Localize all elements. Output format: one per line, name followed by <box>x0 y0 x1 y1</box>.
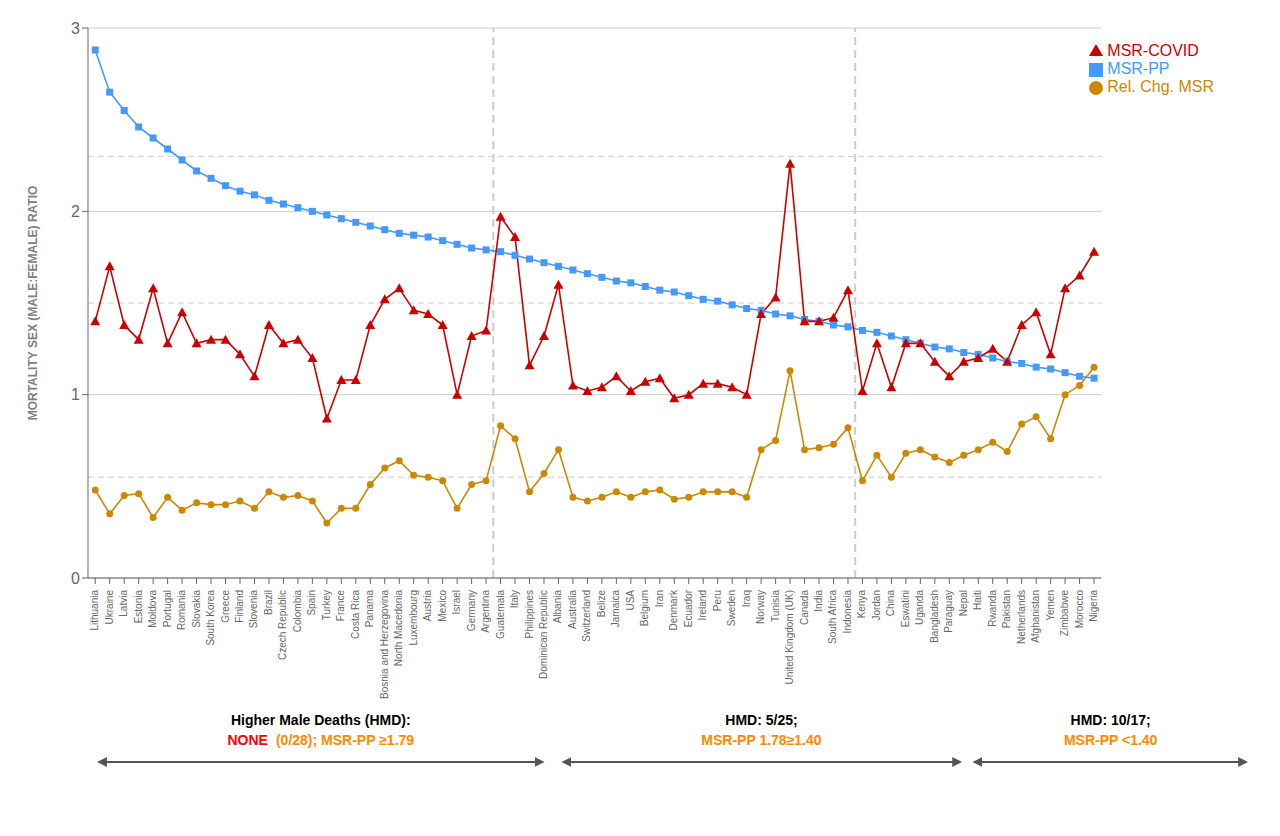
svg-text:Luxembourg: Luxembourg <box>408 590 419 646</box>
svg-text:Moldova: Moldova <box>147 590 158 628</box>
svg-text:North Macedonia: North Macedonia <box>393 590 404 667</box>
svg-text:Czech Republic: Czech Republic <box>277 590 288 660</box>
svg-text:Tunisia: Tunisia <box>770 590 781 622</box>
svg-text:Jordan: Jordan <box>871 590 882 621</box>
svg-text:Romania: Romania <box>176 590 187 630</box>
svg-text:Panama: Panama <box>364 590 375 628</box>
svg-text:Rwanda: Rwanda <box>987 590 998 627</box>
html-text:Rel. Chg. MSR: Rel. Chg. MSR <box>1107 78 1214 95</box>
svg-text:Germany: Germany <box>466 590 477 631</box>
svg-text:Denmark: Denmark <box>668 589 679 631</box>
svg-text:3: 3 <box>71 20 80 37</box>
svg-text:USA: USA <box>625 590 636 611</box>
svg-text:United Kingdom (UK): United Kingdom (UK) <box>784 590 795 684</box>
svg-text:2: 2 <box>71 203 80 220</box>
html-text:MSR-PP: MSR-PP <box>1107 60 1170 77</box>
svg-text:Costa Rica: Costa Rica <box>350 590 361 639</box>
svg-text:Brazil: Brazil <box>263 590 274 615</box>
svg-text:Norway: Norway <box>755 590 766 624</box>
svg-text:Estonia: Estonia <box>133 590 144 624</box>
svg-text:Zimbabwe: Zimbabwe <box>1059 590 1070 637</box>
svg-text:France: France <box>335 590 346 622</box>
svg-text:Philippines: Philippines <box>524 590 535 638</box>
svg-text:Austria: Austria <box>422 590 433 622</box>
svg-text:Kenya: Kenya <box>856 590 867 619</box>
svg-text:Dominican Republic: Dominican Republic <box>538 590 549 679</box>
svg-text:Turkey: Turkey <box>321 590 332 620</box>
svg-text:Ireland: Ireland <box>697 590 708 621</box>
svg-text:Haiti: Haiti <box>972 590 983 610</box>
html-text:MSR-PP 1.78≥1.40: MSR-PP 1.78≥1.40 <box>701 732 822 748</box>
svg-text:South Africa: South Africa <box>827 590 838 644</box>
svg-text:Italy: Italy <box>509 590 520 608</box>
svg-text:Paraguay: Paraguay <box>943 590 954 633</box>
svg-text:Iran: Iran <box>654 590 665 607</box>
html-text:Higher Male Deaths (HMD):: Higher Male Deaths (HMD): <box>231 712 411 728</box>
svg-text:Yemen: Yemen <box>1045 590 1056 621</box>
svg-text:Pakistan: Pakistan <box>1001 590 1012 628</box>
html-text:(0/28); MSR-PP ≥1.79: (0/28); MSR-PP ≥1.79 <box>276 732 415 748</box>
html-text:HMD: 5/25;: HMD: 5/25; <box>725 712 798 728</box>
svg-text:Albania: Albania <box>552 590 563 624</box>
svg-text:Portugal: Portugal <box>162 590 173 627</box>
svg-text:Jamaica: Jamaica <box>610 590 621 628</box>
svg-text:Israel: Israel <box>451 590 462 614</box>
svg-text:Slovakia: Slovakia <box>191 590 202 628</box>
svg-text:Ukraine: Ukraine <box>104 590 115 625</box>
svg-text:Eswatini: Eswatini <box>900 590 911 627</box>
svg-text:Peru: Peru <box>712 590 723 611</box>
svg-text:Switzerland: Switzerland <box>581 590 592 642</box>
svg-text:MORTALITY SEX (MALE:FEMALE) RA: MORTALITY SEX (MALE:FEMALE) RATIO <box>26 186 40 421</box>
svg-text:India: India <box>813 590 824 612</box>
svg-text:Spain: Spain <box>306 590 317 616</box>
svg-text:Argentina: Argentina <box>480 590 491 633</box>
svg-text:Sweden: Sweden <box>726 590 737 626</box>
svg-text:South Korea: South Korea <box>205 590 216 646</box>
svg-text:Canada: Canada <box>799 590 810 625</box>
svg-text:Australia: Australia <box>567 590 578 629</box>
svg-text:Netherlands: Netherlands <box>1016 590 1027 644</box>
svg-text:Slovenia: Slovenia <box>248 590 259 629</box>
svg-text:Colombia: Colombia <box>292 590 303 633</box>
svg-text:Indonesia: Indonesia <box>842 590 853 634</box>
svg-text:Nigeria: Nigeria <box>1088 590 1099 622</box>
svg-text:Uganda: Uganda <box>914 590 925 625</box>
html-text:MSR-COVID: MSR-COVID <box>1107 42 1199 59</box>
svg-text:Bangladesh: Bangladesh <box>929 590 940 643</box>
html-text:HMD: 10/17;: HMD: 10/17; <box>1070 712 1151 728</box>
svg-text:Iraq: Iraq <box>741 590 752 607</box>
svg-text:Guatemala: Guatemala <box>495 590 506 639</box>
svg-text:Bosnia and Herzegovina: Bosnia and Herzegovina <box>379 590 390 699</box>
svg-text:Greece: Greece <box>220 590 231 623</box>
svg-text:Belize: Belize <box>596 590 607 618</box>
svg-text:Finland: Finland <box>234 590 245 623</box>
svg-text:Mexico: Mexico <box>437 590 448 622</box>
html-text:MSR-PP <1.40: MSR-PP <1.40 <box>1063 732 1158 748</box>
svg-text:Nepal: Nepal <box>958 590 969 616</box>
svg-text:China: China <box>885 590 896 617</box>
svg-text:1: 1 <box>71 386 80 403</box>
svg-text:Latvia: Latvia <box>118 590 129 617</box>
html-text:NONE: NONE <box>227 732 268 748</box>
svg-text:Lithuania: Lithuania <box>89 590 100 631</box>
svg-text:Ecuador: Ecuador <box>683 589 694 627</box>
svg-text:Belgium: Belgium <box>639 590 650 626</box>
svg-text:Morocco: Morocco <box>1074 590 1085 629</box>
svg-text:0: 0 <box>71 570 80 587</box>
svg-text:Afghanistan: Afghanistan <box>1030 590 1041 643</box>
